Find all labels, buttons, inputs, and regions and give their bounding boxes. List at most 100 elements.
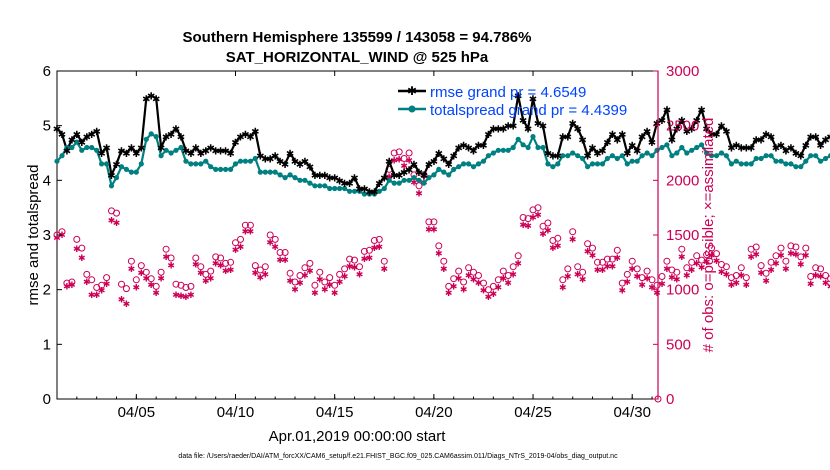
obs-possible-marker — [212, 253, 220, 261]
obs-assimilated-marker: ✱ — [400, 162, 408, 172]
totalspread-point — [347, 188, 353, 194]
rmse-point: ✱ — [58, 130, 66, 141]
obs-assimilated-marker: ✱ — [316, 276, 324, 286]
rmse-point: ✱ — [440, 155, 448, 166]
obs-possible-marker — [559, 276, 567, 284]
totalspread-point — [570, 150, 576, 156]
rmse-point: ✱ — [286, 149, 294, 160]
y-right-tick-label: 1500 — [666, 227, 699, 244]
obs-assimilated-marker: ✱ — [222, 267, 230, 277]
obs-assimilated-marker: ✱ — [93, 291, 101, 301]
totalspread-point — [257, 169, 263, 175]
rmse-point: ✱ — [291, 157, 299, 168]
totalspread-point — [540, 144, 546, 151]
rmse-point: ✱ — [107, 171, 115, 182]
obs-assimilated-marker: ✱ — [668, 274, 676, 284]
totalspread-point — [575, 153, 581, 159]
totalspread-point — [818, 158, 824, 164]
obs-assimilated-marker: ✱ — [797, 260, 805, 270]
x-tick-label: 04/20 — [415, 404, 453, 421]
obs-possible-marker — [802, 244, 810, 252]
rmse-point: ✱ — [127, 144, 135, 155]
rmse-point: ✱ — [688, 124, 696, 135]
obs-assimilated-marker: ✱ — [197, 269, 205, 279]
totalspread-point — [64, 144, 70, 151]
obs-assimilated-marker: ✱ — [286, 277, 294, 287]
totalspread-point — [223, 166, 229, 172]
totalspread-point — [649, 153, 655, 159]
obs-possible-marker — [182, 284, 190, 291]
totalspread-point — [128, 169, 134, 175]
obs-assimilated-marker: ✱ — [589, 252, 597, 262]
obs-possible-marker — [693, 252, 701, 260]
obs-possible-marker — [152, 282, 160, 290]
obs-possible-marker — [534, 204, 542, 212]
totalspread-point — [79, 147, 85, 153]
totalspread-point — [689, 147, 695, 153]
y-right-tick-label: 3000 — [666, 63, 699, 80]
obs-assimilated-marker: ✱ — [718, 268, 726, 278]
totalspread-point — [823, 155, 829, 162]
obs-possible-marker — [564, 265, 572, 273]
obs-possible-marker — [316, 268, 324, 276]
rmse-point: ✱ — [152, 94, 160, 105]
obs-possible-marker — [326, 274, 334, 282]
obs-possible-marker — [137, 262, 145, 270]
rmse-point: ✱ — [335, 176, 343, 187]
totalspread-point — [669, 153, 675, 159]
totalspread-point — [639, 153, 645, 159]
obs-possible-marker — [360, 247, 368, 255]
obs-possible-marker — [276, 249, 284, 256]
obs-assimilated-marker: ✱ — [683, 271, 691, 281]
obs-possible-marker — [63, 279, 71, 287]
totalspread-point — [644, 150, 650, 156]
obs-assimilated-marker: ✱ — [673, 276, 681, 286]
rmse-point: ✱ — [216, 146, 224, 157]
rmse-point: ✱ — [226, 149, 234, 160]
obs-possible-marker — [574, 263, 582, 271]
rmse-point: ✱ — [613, 135, 621, 146]
y-left-tick-label: 3 — [43, 227, 51, 244]
totalspread-point — [183, 158, 189, 164]
obs-possible-marker — [594, 258, 601, 266]
totalspread-point — [500, 147, 506, 153]
totalspread-point — [510, 144, 516, 151]
rmse-point: ✱ — [435, 149, 443, 160]
obs-assimilated-marker: ✱ — [757, 269, 765, 279]
totalspread-point — [451, 166, 457, 172]
rmse-point: ✱ — [241, 130, 249, 141]
obs-possible-marker — [256, 266, 264, 274]
totalspread-point — [466, 161, 472, 167]
totalspread-point — [218, 166, 224, 172]
totalspread-point — [609, 153, 616, 159]
obs-assimilated-marker: ✱ — [619, 287, 627, 297]
rmse-point: ✱ — [772, 144, 780, 155]
rmse-point: ✱ — [499, 124, 507, 135]
legend-rmse-marker: ✱ — [407, 84, 417, 98]
obs-assimilated-marker: ✱ — [604, 263, 612, 273]
rmse-point: ✱ — [821, 135, 829, 146]
obs-assimilated-marker: ✱ — [247, 228, 255, 238]
totalspread-point — [709, 153, 715, 159]
totalspread-point — [525, 144, 531, 151]
obs-assimilated-marker: ✱ — [232, 246, 240, 256]
obs-possible-marker — [569, 228, 577, 236]
rmse-point: ✱ — [137, 144, 145, 155]
obs-possible-marker — [539, 222, 547, 230]
totalspread-point — [89, 144, 95, 151]
obs-assimilated-marker: ✱ — [519, 221, 527, 231]
rmse-point: ✱ — [182, 146, 190, 157]
obs-assimilated-marker: ✱ — [311, 289, 319, 299]
x-tick-label: 04/25 — [514, 404, 552, 421]
rmse-point: ✱ — [192, 144, 200, 155]
rmse-point: ✱ — [88, 130, 96, 141]
obs-possible-marker — [430, 218, 438, 226]
rmse-point: ✱ — [529, 94, 537, 105]
obs-assimilated-marker: ✱ — [648, 283, 656, 293]
obs-assimilated-marker: ✱ — [118, 295, 126, 305]
totalspread-point — [461, 161, 467, 167]
rmse-point: ✱ — [633, 146, 641, 157]
rmse-point: ✱ — [93, 127, 101, 138]
obs-assimilated-marker: ✱ — [450, 282, 458, 292]
